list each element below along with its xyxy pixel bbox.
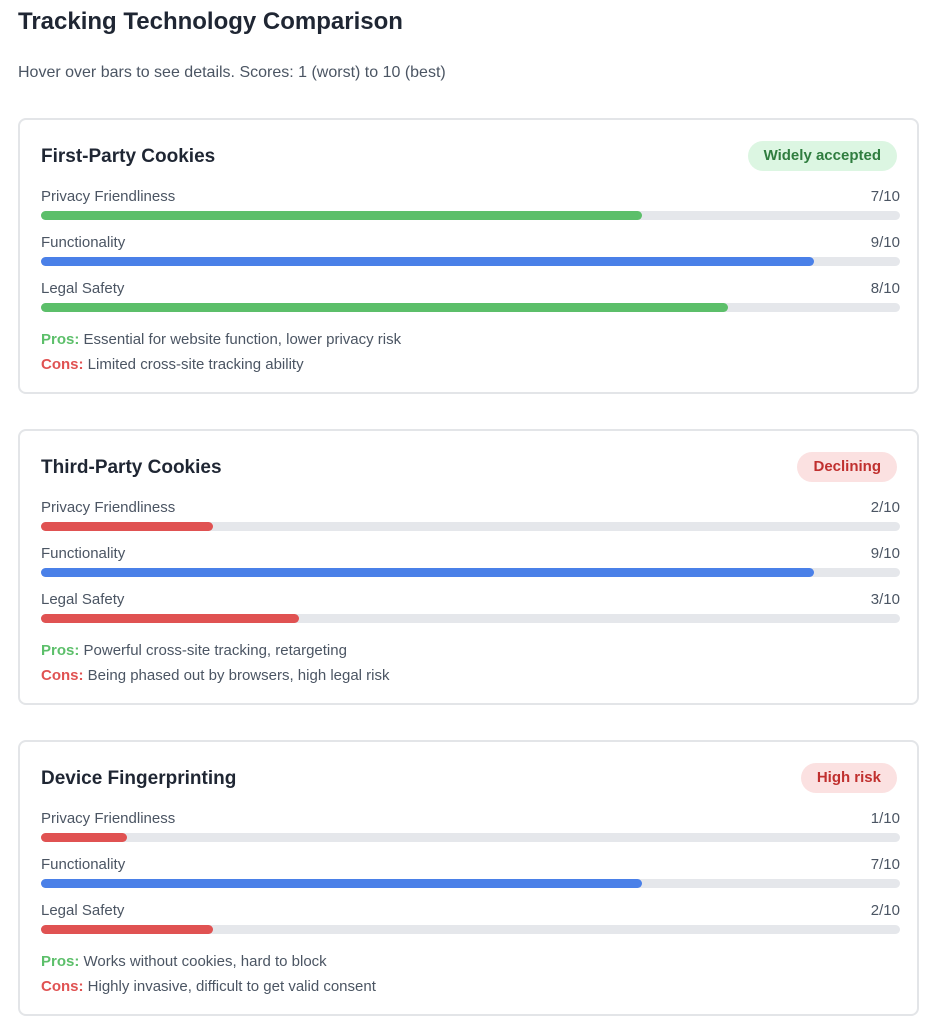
score-bar[interactable]	[41, 522, 900, 531]
score-bar-fill	[41, 568, 815, 577]
metric-score: 9/10	[870, 545, 900, 562]
metric-label: Legal Safety	[41, 902, 125, 919]
metric-score: 9/10	[870, 234, 900, 251]
metric-label: Privacy Friendliness	[41, 810, 176, 827]
metric-row: Functionality 9/10	[41, 545, 900, 585]
metric-label: Privacy Friendliness	[41, 499, 176, 516]
metric-label: Functionality	[41, 856, 126, 873]
cons-line: Cons: Highly invasive, difficult to get …	[41, 978, 376, 995]
metric-label: Privacy Friendliness	[41, 188, 176, 205]
page-title: Tracking Technology Comparison	[18, 8, 403, 35]
metric-label: Functionality	[41, 234, 126, 251]
metric-row: Privacy Friendliness 2/10	[41, 499, 900, 539]
cons-label: Cons:	[41, 667, 84, 684]
score-bar-fill	[41, 257, 815, 266]
cons-line: Cons: Being phased out by browsers, high…	[41, 667, 390, 684]
card-title: Third-Party Cookies	[41, 457, 222, 478]
score-bar-fill	[41, 303, 729, 312]
score-bar-fill	[41, 879, 643, 888]
metric-row: Legal Safety 2/10	[41, 902, 900, 942]
metric-label: Functionality	[41, 545, 126, 562]
score-bar[interactable]	[41, 925, 900, 934]
score-bar-fill	[41, 211, 643, 220]
score-bar[interactable]	[41, 211, 900, 220]
cons-line: Cons: Limited cross-site tracking abilit…	[41, 356, 304, 373]
metric-score: 7/10	[870, 856, 900, 873]
status-badge: Widely accepted	[747, 141, 897, 171]
score-bar[interactable]	[41, 833, 900, 842]
cons-text: Being phased out by browsers, high legal…	[87, 667, 390, 684]
metric-row: Functionality 9/10	[41, 234, 900, 274]
pros-text: Essential for website function, lower pr…	[83, 331, 402, 348]
metric-row: Legal Safety 8/10	[41, 280, 900, 320]
page-subtitle: Hover over bars to see details. Scores: …	[18, 64, 446, 81]
metric-score: 1/10	[870, 810, 900, 827]
card-title: Device Fingerprinting	[41, 768, 237, 789]
score-bar-fill	[41, 925, 213, 934]
metric-label: Legal Safety	[41, 591, 125, 608]
score-bar[interactable]	[41, 614, 900, 623]
status-badge: High risk	[800, 763, 897, 793]
metric-row: Privacy Friendliness 7/10	[41, 188, 900, 228]
tech-card: Third-Party Cookies Declining Privacy Frie…	[18, 429, 919, 705]
pros-line: Pros: Essential for website function, lo…	[41, 331, 401, 348]
score-bar[interactable]	[41, 257, 900, 266]
score-bar-fill	[41, 833, 127, 842]
metric-score: 2/10	[870, 499, 900, 516]
score-bar[interactable]	[41, 568, 900, 577]
pros-label: Pros:	[41, 642, 80, 659]
pros-line: Pros: Works without cookies, hard to blo…	[41, 953, 327, 970]
cons-text: Limited cross-site tracking ability	[87, 356, 304, 373]
pros-label: Pros:	[41, 953, 80, 970]
score-bar[interactable]	[41, 303, 900, 312]
metric-score: 2/10	[870, 902, 900, 919]
card-title: First-Party Cookies	[41, 146, 216, 167]
pros-text: Powerful cross-site tracking, retargetin…	[83, 642, 347, 659]
metric-row: Functionality 7/10	[41, 856, 900, 896]
tech-card: Device Fingerprinting High risk Privacy Fr…	[18, 740, 919, 1016]
metric-row: Legal Safety 3/10	[41, 591, 900, 631]
metric-label: Legal Safety	[41, 280, 125, 297]
cons-label: Cons:	[41, 978, 84, 995]
cons-label: Cons:	[41, 356, 84, 373]
pros-line: Pros: Powerful cross-site tracking, reta…	[41, 642, 347, 659]
tech-card: First-Party Cookies Widely accepted Privac…	[18, 118, 919, 394]
pros-text: Works without cookies, hard to block	[83, 953, 327, 970]
score-bar[interactable]	[41, 879, 900, 888]
metric-score: 8/10	[870, 280, 900, 297]
score-bar-fill	[41, 522, 213, 531]
pros-label: Pros:	[41, 331, 80, 348]
metric-score: 7/10	[870, 188, 900, 205]
cons-text: Highly invasive, difficult to get valid …	[87, 978, 376, 995]
metric-score: 3/10	[870, 591, 900, 608]
status-badge: Declining	[797, 452, 897, 482]
metric-row: Privacy Friendliness 1/10	[41, 810, 900, 850]
score-bar-fill	[41, 614, 299, 623]
